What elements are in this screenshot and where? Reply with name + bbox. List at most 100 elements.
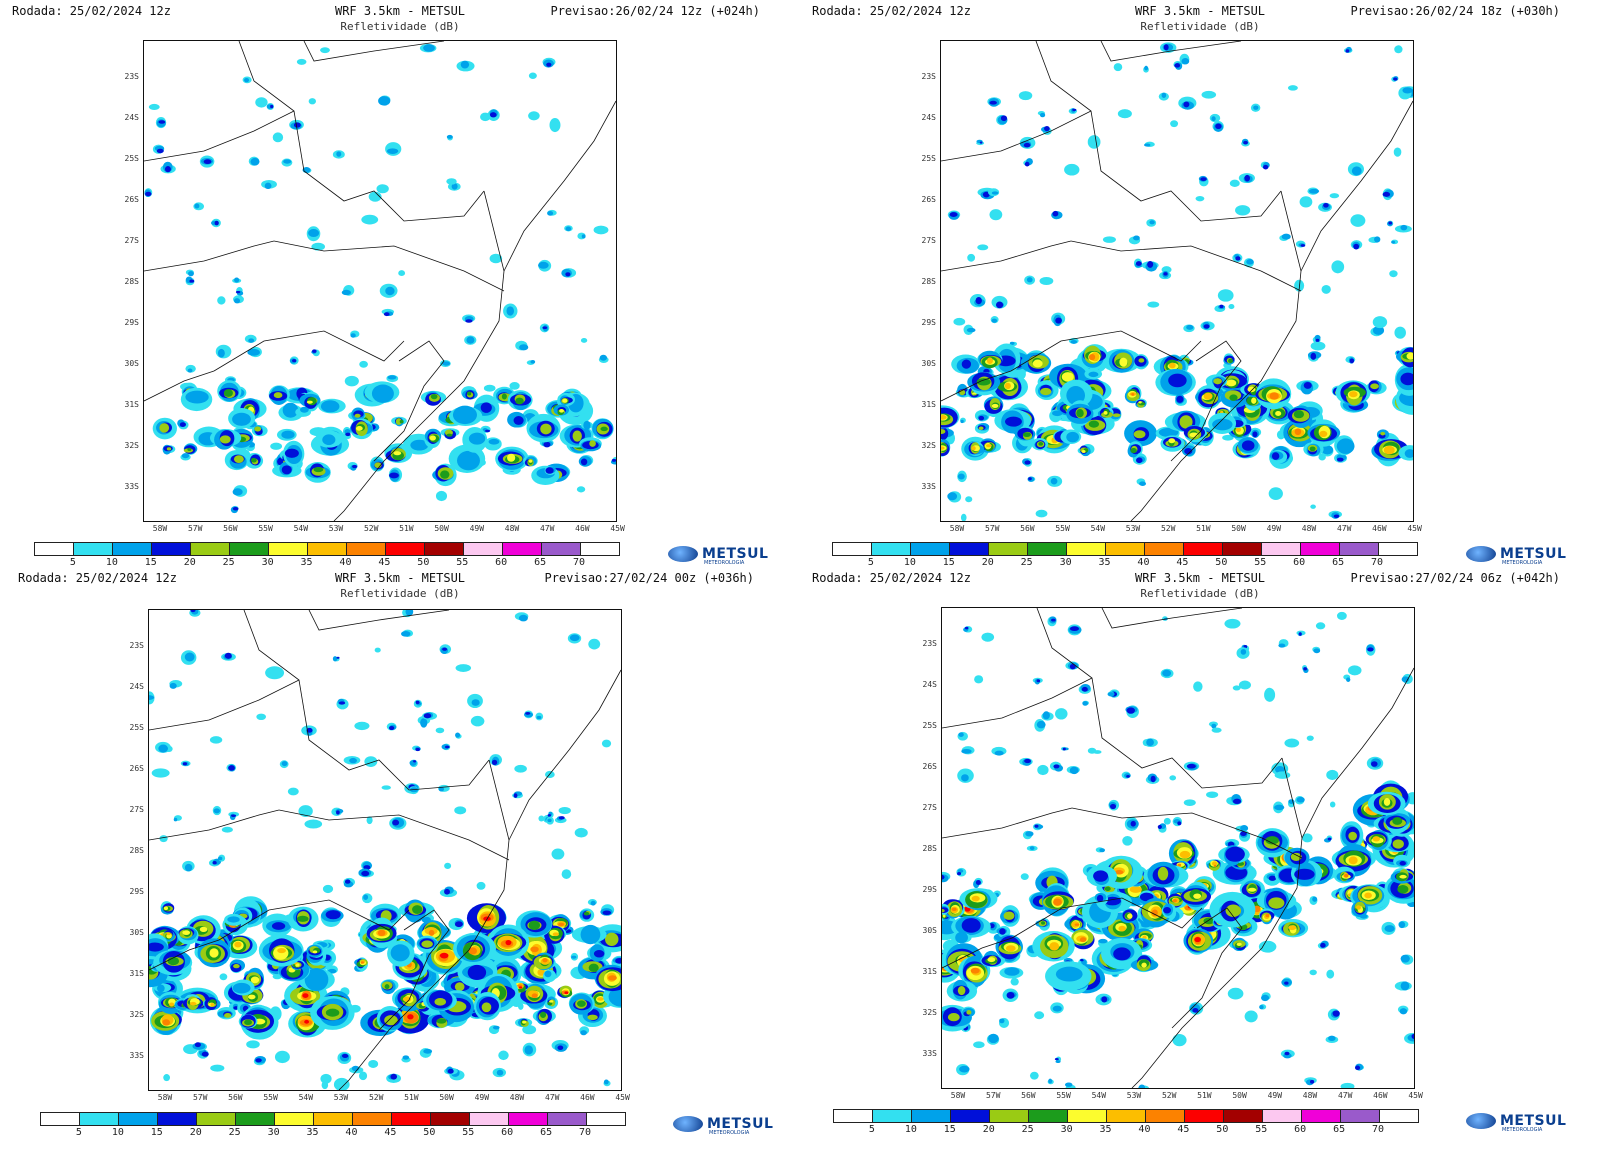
globe-icon xyxy=(1466,546,1496,562)
colorbar-label: 45 xyxy=(1176,557,1189,568)
colorbar-label: 20 xyxy=(183,557,196,568)
reflectivity-cell xyxy=(1177,863,1182,867)
reflectivity-cell xyxy=(1023,142,1031,148)
reflectivity-cell xyxy=(961,918,981,933)
reflectivity-cell xyxy=(1036,720,1046,729)
reflectivity-cell xyxy=(217,348,225,358)
reflectivity-cell xyxy=(973,1041,985,1049)
map-canvas xyxy=(942,608,1414,1088)
reflectivity-cell xyxy=(1310,352,1317,360)
lat-tick-label: 23S xyxy=(129,641,144,650)
reflectivity-cell xyxy=(156,148,164,154)
border-line xyxy=(942,807,1073,839)
border-line xyxy=(1131,757,1303,1088)
reflectivity-cell xyxy=(588,963,599,972)
colorbar-swatch xyxy=(314,1113,353,1125)
colorbar-swatch xyxy=(542,543,581,555)
reflectivity-cell xyxy=(1203,324,1210,329)
reflectivity-cell xyxy=(415,747,420,752)
reflectivity-cell xyxy=(281,430,295,439)
reflectivity-cell xyxy=(1193,681,1203,692)
reflectivity-cell xyxy=(361,214,379,225)
reflectivity-cell xyxy=(547,818,552,823)
reflectivity-cell xyxy=(1041,921,1046,925)
colorbar-label: 55 xyxy=(456,557,469,568)
lat-tick-label: 25S xyxy=(124,154,139,163)
reflectivity-cell xyxy=(274,1050,290,1064)
lon-tick-label: 53W xyxy=(1125,524,1141,533)
colorbar-label: 30 xyxy=(1059,557,1072,568)
lon-tick-label: 49W xyxy=(1266,524,1282,533)
colorbar-swatch xyxy=(1263,1110,1302,1122)
reflectivity-cell xyxy=(1147,261,1154,268)
reflectivity-cell xyxy=(485,429,491,433)
reflectivity-cell xyxy=(1122,835,1133,846)
reflectivity-cell xyxy=(561,869,572,879)
reflectivity-cell xyxy=(961,774,969,782)
reflectivity-cell xyxy=(551,848,565,860)
reflectivity-cell xyxy=(1088,354,1096,361)
forecast-time-label: Previsao:26/02/24 12z (+024h) xyxy=(550,4,760,18)
reflectivity-cell xyxy=(999,1018,1005,1024)
reflectivity-cell xyxy=(1326,969,1335,979)
reflectivity-cell xyxy=(393,451,402,456)
lon-tick-label: 55W xyxy=(1056,1091,1071,1100)
reflectivity-cell xyxy=(1310,504,1316,509)
reflectivity-cell xyxy=(336,151,342,157)
lon-tick-label: 54W xyxy=(1090,524,1106,533)
reflectivity-cell xyxy=(182,762,188,766)
colorbar-label: 55 xyxy=(1254,557,1267,568)
reflectivity-cell xyxy=(597,997,604,1001)
reflectivity-cell xyxy=(440,470,450,479)
reflectivity-cell xyxy=(1168,438,1176,444)
colorbar-labels: 5 10 15 20 25 30 35 40 45 50 55 60 65 70 xyxy=(832,557,1416,571)
model-label: WRF 3.5km - METSUL xyxy=(1134,571,1266,585)
colorbar-label: 40 xyxy=(345,1127,358,1138)
reflectivity-cell xyxy=(304,1019,310,1024)
reflectivity-cell xyxy=(524,1045,534,1055)
reflectivity-cell xyxy=(942,909,945,913)
lon-tick-label: 51W xyxy=(399,524,414,533)
reflectivity-cell xyxy=(157,984,165,993)
reflectivity-cell xyxy=(420,718,428,728)
reflectivity-cell xyxy=(1010,977,1019,986)
reflectivity-cell xyxy=(476,881,486,890)
reflectivity-cell xyxy=(1348,856,1358,865)
reflectivity-cell xyxy=(1062,747,1066,751)
lat-tick-label: 29S xyxy=(922,885,937,894)
reflectivity-cell xyxy=(513,793,518,798)
reflectivity-cell xyxy=(1176,395,1184,403)
reflectivity-cell xyxy=(1315,622,1326,630)
reflectivity-cell xyxy=(1211,861,1218,866)
reflectivity-cell xyxy=(1211,727,1222,733)
field-label: Refletividade (dB) xyxy=(340,587,460,600)
reflectivity-cell xyxy=(368,1059,379,1068)
reflectivity-cell xyxy=(308,98,316,105)
reflectivity-cell xyxy=(185,390,209,404)
reflectivity-cell xyxy=(1391,240,1396,244)
reflectivity-cell xyxy=(1284,981,1289,985)
lon-tick-label: 49W xyxy=(1267,1091,1283,1100)
border-line xyxy=(149,679,300,731)
reflectivity-cell xyxy=(217,856,223,861)
reflectivity-cell xyxy=(322,434,336,445)
reflectivity-cell xyxy=(467,964,487,981)
reflectivity-cell xyxy=(1244,1010,1258,1023)
lon-tick-label: 48W xyxy=(504,524,520,533)
reflectivity-cell xyxy=(1168,373,1187,388)
reflectivity-cell xyxy=(509,382,520,390)
reflectivity-cell xyxy=(1093,750,1102,754)
colorbar-swatch xyxy=(1341,1110,1380,1122)
reflectivity-cell xyxy=(1103,410,1108,415)
reflectivity-cell xyxy=(423,1048,433,1054)
reflectivity-cell xyxy=(1229,179,1240,187)
border-line xyxy=(333,190,505,521)
reflectivity-cell xyxy=(955,931,968,944)
lat-tick-label: 30S xyxy=(124,359,139,368)
reflectivity-cell xyxy=(1251,397,1257,404)
lat-tick-label: 29S xyxy=(124,318,139,327)
reflectivity-cell xyxy=(295,963,300,967)
reflectivity-cell xyxy=(1102,236,1116,243)
reflectivity-cell xyxy=(149,942,164,952)
lat-tick-label: 32S xyxy=(922,1008,937,1017)
